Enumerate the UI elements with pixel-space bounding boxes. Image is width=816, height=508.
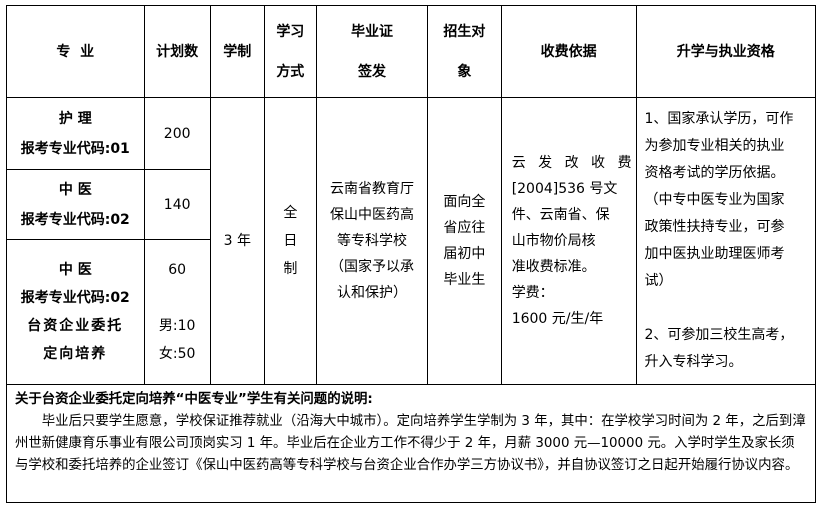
text-line: 学费： <box>511 285 554 301</box>
text-line: 届初中 <box>443 246 486 262</box>
header-study-mode: 学习 方式 <box>263 5 317 98</box>
major-cell: 中 医 报考专业代码:02 台资企业委托 定向培养 <box>6 239 145 385</box>
header-major: 专 业 <box>6 5 145 98</box>
table-row: 护 理 报考专业代码:01 200 3 年 全 日 制 云南省教育厅 保山中医药… <box>6 97 816 385</box>
plan-cell: 200 <box>143 97 211 170</box>
text-line: 省应往 <box>443 220 486 236</box>
major-code: 报考专业代码:02 <box>20 211 130 228</box>
header-row: 专 业 计划数 学制 学习 方式 毕业证 签发 招生对 象 收费依据 升学与执业… <box>6 5 816 98</box>
header-fee: 收费依据 <box>500 5 637 98</box>
major-name: 中 医 <box>58 181 92 198</box>
plan-male: 男:10 <box>158 318 196 334</box>
table-row: 中 医 报考专业代码:02 台资企业委托 定向培养 60 男:10 女:50 <box>6 239 816 385</box>
text-line: 云 发 改 收 费 <box>511 155 636 171</box>
header-qualification: 升学与执业资格 <box>635 5 816 98</box>
fee-cell: 云 发 改 收 费 [2004]536 号文 件、云南省、保 山市物价局核 准收… <box>500 97 637 385</box>
target-cell: 面向全 省应往 届初中 毕业生 <box>427 97 502 385</box>
text-line: 件、云南省、保 <box>511 207 610 223</box>
plan-total: 60 <box>168 262 187 278</box>
text-line: 1600 元/生/年 <box>511 311 604 327</box>
major-note: 台资企业委托 <box>27 318 124 334</box>
header-target: 招生对 象 <box>427 5 502 98</box>
header-duration: 学制 <box>209 5 265 98</box>
note-title: 关于台资企业委托定向培养“中医专业”学生有关问题的说明: <box>15 392 373 407</box>
enrollment-table: 专 业 计划数 学制 学习 方式 毕业证 签发 招生对 象 收费依据 升学与执业… <box>6 5 816 503</box>
plan-female: 女:50 <box>158 346 196 362</box>
text-line: [2004]536 号文 <box>511 181 618 197</box>
text-line: 日 <box>283 233 298 249</box>
note-cell: 关于台资企业委托定向培养“中医专业”学生有关问题的说明: 毕业后只要学生愿意，学… <box>6 384 816 503</box>
blank-line <box>145 284 210 312</box>
text-line: 等专科学校 <box>337 233 407 249</box>
qualification-cell: 1、国家承认学历，可作 为参加专业相关的执业 资格考试的学历依据。 （中专中医专… <box>635 97 816 385</box>
text-line: 云南省教育厅 <box>330 181 414 197</box>
header-text: 招生对 <box>443 23 486 40</box>
text-line: 准收费标准。 <box>511 259 596 275</box>
text-line: 政策性扶持专业，可参 <box>644 219 785 235</box>
text-line: 为参加专业相关的执业 <box>644 138 785 154</box>
header-certificate: 毕业证 签发 <box>315 5 429 98</box>
major-code: 报考专业代码:01 <box>20 140 130 157</box>
header-text: 签发 <box>358 63 386 80</box>
text-line: 全 <box>283 205 298 221</box>
certificate-cell: 云南省教育厅 保山中医药高 等专科学校 （国家予以承 认和保护） <box>315 97 429 385</box>
text-line: 加中医执业助理医师考 <box>644 246 785 262</box>
major-note: 定向培养 <box>43 346 108 362</box>
text-line: 保山中医药高 <box>330 207 414 223</box>
header-text: 毕业证 <box>351 23 393 40</box>
header-text: 学习 <box>276 23 305 40</box>
note-body: 毕业后只要学生愿意，学校保证推荐就业（沿海大中城市）。定向培养学生学制为 3 年… <box>15 414 806 473</box>
text-line: 试） <box>644 273 673 289</box>
major-name: 护 理 <box>58 110 92 127</box>
text-line: （中专中医专业为国家 <box>644 192 785 208</box>
note-row: 关于台资企业委托定向培养“中医专业”学生有关问题的说明: 毕业后只要学生愿意，学… <box>6 384 816 503</box>
table-row: 中 医 报考专业代码:02 140 <box>6 169 816 240</box>
header-text: 方式 <box>276 63 305 80</box>
blank-line <box>645 295 816 322</box>
plan-cell: 140 <box>143 169 211 240</box>
text-line: 1、国家承认学历，可作 <box>644 111 794 127</box>
major-cell: 中 医 报考专业代码:02 <box>6 169 145 240</box>
text-line: （国家予以承 <box>330 259 414 275</box>
major-cell: 护 理 报考专业代码:01 <box>6 97 145 170</box>
plan-cell: 60 男:10 女:50 <box>143 239 211 385</box>
text-line: 制 <box>283 261 298 277</box>
text-line: 认和保护） <box>337 285 407 301</box>
text-line: 面向全 <box>443 194 486 210</box>
major-code: 报考专业代码:02 <box>20 290 130 306</box>
header-text: 象 <box>457 63 472 80</box>
text-line: 2、可参加三校生高考， <box>644 327 794 343</box>
text-line: 山市物价局核 <box>511 233 596 249</box>
study-mode-cell: 全 日 制 <box>263 97 317 385</box>
text-line: 资格考试的学历依据。 <box>644 165 785 181</box>
text-line: 升入专科学习。 <box>644 354 743 370</box>
duration-cell: 3 年 <box>209 97 265 385</box>
header-plan: 计划数 <box>143 5 211 98</box>
major-name: 中 医 <box>58 262 92 278</box>
text-line: 毕业生 <box>443 272 486 288</box>
